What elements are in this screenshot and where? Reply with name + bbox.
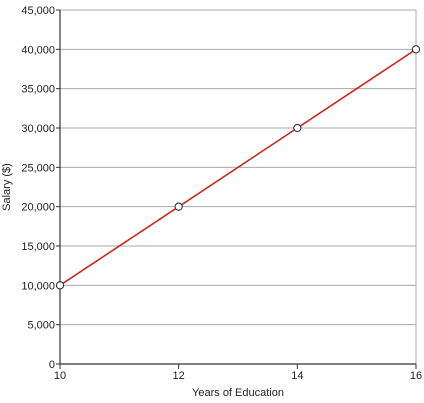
y-tick-label: 45,000 xyxy=(21,5,55,17)
y-tick-label: 40,000 xyxy=(21,44,55,56)
y-tick-labels: 0 5,000 10,000 15,000 20,000 25,000 30,000 35,0… xyxy=(21,5,55,371)
data-point xyxy=(411,45,421,54)
data-point xyxy=(293,123,302,133)
x-tick-label: 16 xyxy=(410,370,422,382)
y-tick-label: 15,000 xyxy=(21,241,55,253)
y-tick-label: 30,000 xyxy=(21,123,55,135)
axes xyxy=(56,9,417,369)
data-series xyxy=(55,45,421,290)
y-tick-label: 0 xyxy=(49,359,55,371)
x-tick-labels: 10 12 14 16 xyxy=(54,370,422,382)
y-tick-label: 20,000 xyxy=(21,202,55,214)
series-line-0 xyxy=(59,48,417,287)
x-tick-label: 14 xyxy=(291,370,303,382)
y-tick-label: 5,000 xyxy=(27,320,55,332)
y-tick-label: 25,000 xyxy=(21,162,55,174)
x-axis-title: Years of Education xyxy=(192,387,284,399)
x-tick-label: 12 xyxy=(173,370,185,382)
data-point xyxy=(174,202,183,211)
x-tick-label: 10 xyxy=(54,370,66,382)
data-point xyxy=(55,281,65,290)
y-axis-title: Salary ($) xyxy=(1,163,13,211)
y-tick-label: 10,000 xyxy=(21,280,55,292)
y-tick-label: 35,000 xyxy=(21,84,55,96)
grid-lines xyxy=(60,9,417,364)
